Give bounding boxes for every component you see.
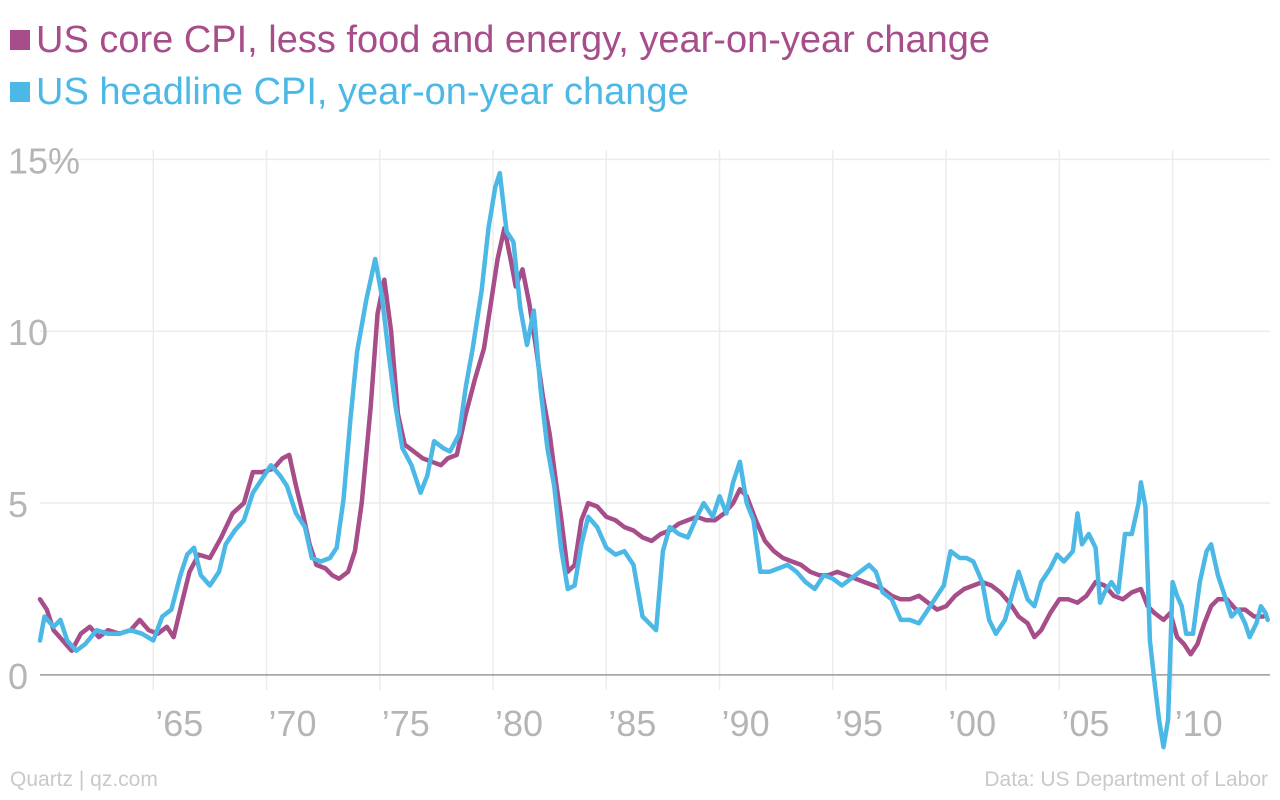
legend-item: US headline CPI, year-on-year change	[10, 66, 990, 118]
headline-cpi-line	[37, 170, 1270, 750]
x-tick-label: ’05	[1061, 703, 1109, 744]
legend-label: US core CPI, less food and energy, year-…	[36, 19, 991, 61]
y-tick-label: 10	[8, 312, 48, 353]
x-tick-label: ’65	[155, 703, 203, 744]
legend-swatch	[10, 30, 30, 50]
x-tick-label: ’90	[722, 703, 770, 744]
y-tick-label: 5	[8, 484, 28, 525]
legend: US core CPI, less food and energy, year-…	[10, 14, 990, 118]
legend-label: US headline CPI, year-on-year change	[36, 71, 689, 113]
x-tick-label: ’95	[835, 703, 883, 744]
y-tick-label: 15%	[8, 140, 80, 181]
legend-swatch	[10, 82, 30, 102]
x-tick-label: ’00	[948, 703, 996, 744]
x-tick-label: ’70	[269, 703, 317, 744]
x-tick-label: ’10	[1175, 703, 1223, 744]
data-source: Data: US Department of Labor	[984, 768, 1268, 791]
source-credit: Quartz | qz.com	[10, 768, 158, 791]
legend-item: US core CPI, less food and energy, year-…	[10, 14, 990, 66]
y-tick-label: 0	[8, 656, 28, 697]
x-tick-label: ’80	[495, 703, 543, 744]
x-tick-label: ’75	[382, 703, 430, 744]
core-cpi-line	[37, 225, 1266, 657]
x-tick-label: ’85	[608, 703, 656, 744]
